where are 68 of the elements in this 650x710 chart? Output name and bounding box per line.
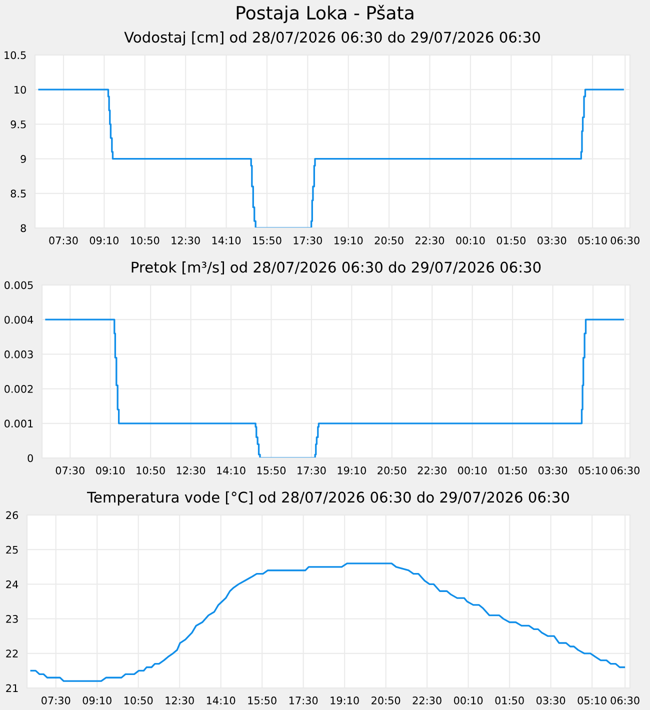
x-tick-label: 17:30: [298, 466, 326, 474]
y-tick-label: 22: [6, 650, 18, 658]
x-tick-label: 05:10: [578, 466, 608, 474]
x-tick-label: 00:10: [458, 466, 487, 474]
x-tick-label: 03:30: [538, 466, 568, 474]
x-tick-label: 17:30: [294, 236, 322, 244]
x-tick-label: 20:50: [378, 466, 406, 474]
x-tick-label: 20:50: [374, 236, 404, 244]
y-tick-label: 10: [14, 86, 26, 94]
y-tick-label: 26: [6, 511, 18, 520]
y-tick-label: 0: [28, 454, 33, 462]
x-tick-label: 05:10: [578, 236, 607, 244]
y-tick-label: 0.002: [4, 385, 33, 393]
x-tick-label: 10:50: [131, 236, 160, 244]
x-tick-label: 03:30: [538, 236, 566, 244]
x-tick-label: 19:10: [330, 696, 359, 704]
x-tick-label: 14:10: [212, 236, 241, 244]
x-tick-label: 15:50: [253, 236, 282, 244]
y-tick-label: 10.5: [4, 51, 26, 60]
y-tick-label: 0.001: [4, 420, 33, 428]
x-tick-label: 06:30: [610, 236, 640, 244]
x-tick-label: 09:10: [90, 236, 119, 244]
chart-subtitle: Vodostaj [cm] od 28/07/2026 06:30 do 29/07/2026 06:30: [124, 31, 540, 46]
x-tick-label: 14:10: [206, 696, 236, 704]
x-tick-label: 22:30: [418, 466, 446, 474]
x-tick-label: 15:50: [257, 466, 286, 474]
x-tick-label: 22:30: [416, 236, 444, 244]
x-tick-label: 06:30: [610, 696, 640, 704]
chart-title: Postaja Loka - Pšata: [236, 4, 414, 24]
chart-subtitle: Temperatura vode [°C] od 28/07/2026 06:30 do 29/07/2026 06:30: [87, 491, 569, 506]
x-tick-label: 12:30: [166, 696, 194, 704]
x-tick-label: 07:30: [49, 236, 78, 244]
line-series: [30, 562, 626, 682]
y-tick-label: 21: [6, 684, 18, 692]
y-tick-label: 0.004: [4, 316, 34, 324]
x-tick-label: 20:50: [372, 696, 400, 704]
x-tick-label: 09:10: [82, 696, 112, 704]
x-tick-label: 09:10: [96, 466, 125, 474]
y-tick-label: 8.5: [10, 190, 26, 198]
y-tick-label: 9.5: [10, 120, 26, 128]
y-tick-label: 24: [6, 580, 18, 588]
x-tick-label: 00:10: [456, 236, 485, 244]
x-tick-label: 22:30: [412, 696, 442, 704]
x-tick-label: 19:10: [338, 466, 366, 474]
y-tick-label: 9: [20, 155, 26, 163]
x-tick-label: 19:10: [334, 236, 363, 244]
y-tick-label: 8: [20, 224, 26, 232]
x-tick-label: 01:50: [495, 696, 524, 704]
x-tick-label: 01:50: [496, 236, 526, 244]
y-tick-label: 23: [6, 615, 18, 623]
x-tick-label: 03:30: [536, 696, 566, 704]
x-tick-label: 12:30: [176, 466, 206, 474]
x-tick-label: 10:50: [136, 466, 165, 474]
x-tick-label: 12:30: [172, 236, 200, 244]
x-tick-label: 07:30: [56, 466, 84, 474]
x-tick-label: 01:50: [498, 466, 527, 474]
x-tick-label: 17:30: [289, 696, 318, 704]
x-tick-label: 07:30: [42, 696, 70, 704]
x-tick-label: 14:10: [217, 466, 246, 474]
x-tick-label: 06:30: [610, 466, 640, 474]
x-tick-label: 00:10: [454, 696, 483, 704]
x-tick-label: 05:10: [578, 696, 606, 704]
y-tick-label: 0.005: [4, 281, 33, 290]
x-tick-label: 15:50: [248, 696, 276, 704]
y-tick-label: 25: [6, 546, 18, 554]
y-tick-label: 0.003: [4, 350, 33, 358]
x-tick-label: 10:50: [124, 696, 153, 704]
chart-subtitle: Pretok [m³/s] od 28/07/2026 06:30 do 29/07/2026 06:30: [132, 261, 541, 274]
